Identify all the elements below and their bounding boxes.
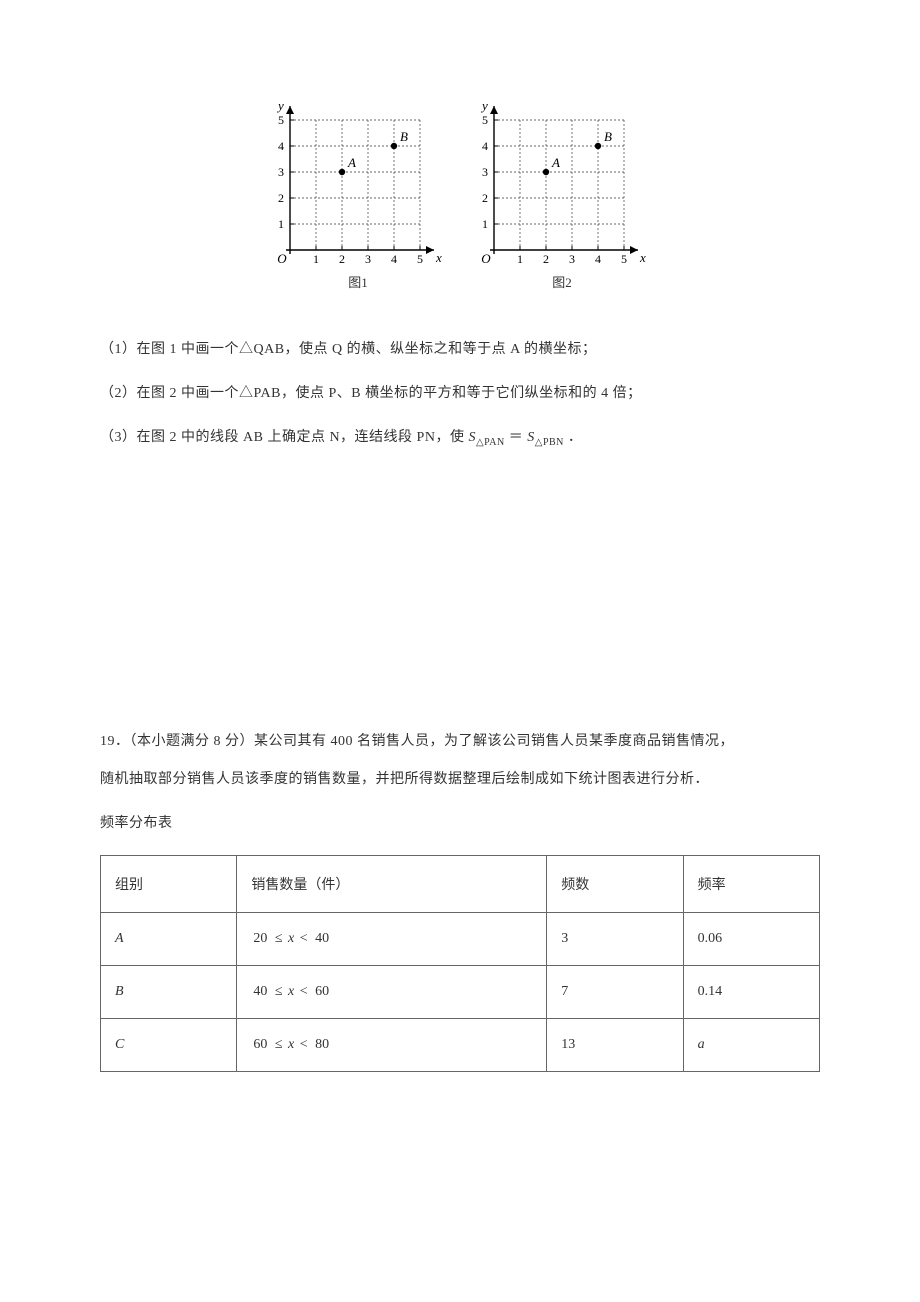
cell-range: 20 ≤ x < 40 (237, 912, 547, 965)
q3-s1-base: S (468, 430, 476, 445)
q3-s2-base: S (527, 430, 535, 445)
svg-text:3: 3 (482, 165, 488, 179)
cell-group: A (101, 912, 237, 965)
svg-text:A: A (347, 155, 356, 170)
col-range: 销售数量（件） (237, 855, 547, 912)
cell-range: 60 ≤ x < 80 (237, 1018, 547, 1071)
table-row: C 60 ≤ x < 80 13 a (101, 1018, 820, 1071)
figure-2-caption: 图2 (472, 272, 652, 291)
svg-text:y: y (480, 100, 488, 113)
q3-s2-sub: △PBN (535, 436, 564, 447)
svg-text:1: 1 (517, 252, 523, 266)
cell-range: 40 ≤ x < 60 (237, 965, 547, 1018)
svg-text:x: x (435, 250, 442, 265)
cell-freq: 7 (547, 965, 683, 1018)
page: 1 1 2 2 3 3 4 4 5 5 Ox y A B 图1 1 1 2 2 3 3 4 4 5 5 Ox y A B 图2 （1… (0, 0, 920, 1302)
svg-text:2: 2 (278, 191, 284, 205)
spacer (100, 462, 820, 717)
col-rate: 频率 (683, 855, 819, 912)
grid-plot-1: 1 1 2 2 3 3 4 4 5 5 Ox y A B (268, 100, 448, 270)
figure-1: 1 1 2 2 3 3 4 4 5 5 Ox y A B 图1 (268, 100, 448, 291)
table-title: 频率分布表 (100, 805, 820, 843)
svg-text:5: 5 (278, 113, 284, 127)
svg-text:3: 3 (278, 165, 284, 179)
cell-group: C (101, 1018, 237, 1071)
group-letter: A (115, 931, 124, 946)
col-group: 组别 (101, 855, 237, 912)
svg-text:2: 2 (482, 191, 488, 205)
question-1-text: （1）在图 1 中画一个△QAB，使点 Q 的横、纵坐标之和等于点 A 的横坐标… (100, 342, 597, 357)
svg-text:O: O (277, 251, 287, 266)
svg-text:5: 5 (417, 252, 423, 266)
cell-rate: a (683, 1018, 819, 1071)
q3-eq: ＝ (509, 430, 524, 445)
cell-freq: 3 (547, 912, 683, 965)
table-body: A 20 ≤ x < 40 3 0.06 B 40 ≤ x < 60 7 0.1… (101, 912, 820, 1071)
figure-1-caption: 图1 (268, 272, 448, 291)
svg-text:A: A (551, 155, 560, 170)
grid-plot-2: 1 1 2 2 3 3 4 4 5 5 Ox y A B (472, 100, 652, 270)
svg-text:2: 2 (543, 252, 549, 266)
frequency-table: 组别 销售数量（件） 频数 频率 A 20 ≤ x < 40 3 0.06 B … (100, 855, 820, 1072)
group-letter: C (115, 1037, 124, 1052)
svg-text:x: x (639, 250, 646, 265)
problem-19-line1: 19．（本小题满分 8 分）某公司其有 400 名销售人员，为了解该公司销售人员… (100, 723, 820, 761)
svg-text:4: 4 (391, 252, 397, 266)
svg-text:4: 4 (595, 252, 601, 266)
svg-text:3: 3 (569, 252, 575, 266)
question-3-pre: （3）在图 2 中的线段 AB 上确定点 N，连结线段 PN，使 (100, 430, 468, 445)
svg-text:y: y (276, 100, 284, 113)
svg-text:2: 2 (339, 252, 345, 266)
svg-text:5: 5 (621, 252, 627, 266)
figure-2: 1 1 2 2 3 3 4 4 5 5 Ox y A B 图2 (472, 100, 652, 291)
q3-s1-sub: △PAN (476, 436, 505, 447)
figures-row: 1 1 2 2 3 3 4 4 5 5 Ox y A B 图1 1 1 2 2 3 3 4 4 5 5 Ox y A B 图2 (100, 100, 820, 291)
group-letter: B (115, 984, 124, 999)
svg-text:4: 4 (278, 139, 284, 153)
question-3: （3）在图 2 中的线段 AB 上确定点 N，连结线段 PN，使 S△PAN ＝… (100, 419, 820, 457)
svg-text:3: 3 (365, 252, 371, 266)
table-header-row: 组别 销售数量（件） 频数 频率 (101, 855, 820, 912)
svg-text:1: 1 (313, 252, 319, 266)
cell-freq: 13 (547, 1018, 683, 1071)
q3-end: ． (568, 430, 583, 445)
svg-text:1: 1 (278, 217, 284, 231)
rate-var: a (698, 1037, 705, 1052)
question-2: （2）在图 2 中画一个△PAB，使点 P、B 横坐标的平方和等于它们纵坐标和的… (100, 375, 820, 413)
svg-text:O: O (481, 251, 491, 266)
table-row: B 40 ≤ x < 60 7 0.14 (101, 965, 820, 1018)
table-row: A 20 ≤ x < 40 3 0.06 (101, 912, 820, 965)
svg-text:B: B (400, 129, 408, 144)
svg-text:B: B (604, 129, 612, 144)
col-freq: 频数 (547, 855, 683, 912)
problem-19-line2: 随机抽取部分销售人员该季度的销售数量，并把所得数据整理后绘制成如下统计图表进行分… (100, 761, 820, 799)
cell-rate: 0.06 (683, 912, 819, 965)
cell-rate: 0.14 (683, 965, 819, 1018)
svg-text:5: 5 (482, 113, 488, 127)
svg-text:1: 1 (482, 217, 488, 231)
question-1: （1）在图 1 中画一个△QAB，使点 Q 的横、纵坐标之和等于点 A 的横坐标… (100, 331, 820, 369)
cell-group: B (101, 965, 237, 1018)
svg-text:4: 4 (482, 139, 488, 153)
question-2-text: （2）在图 2 中画一个△PAB，使点 P、B 横坐标的平方和等于它们纵坐标和的… (100, 386, 642, 401)
